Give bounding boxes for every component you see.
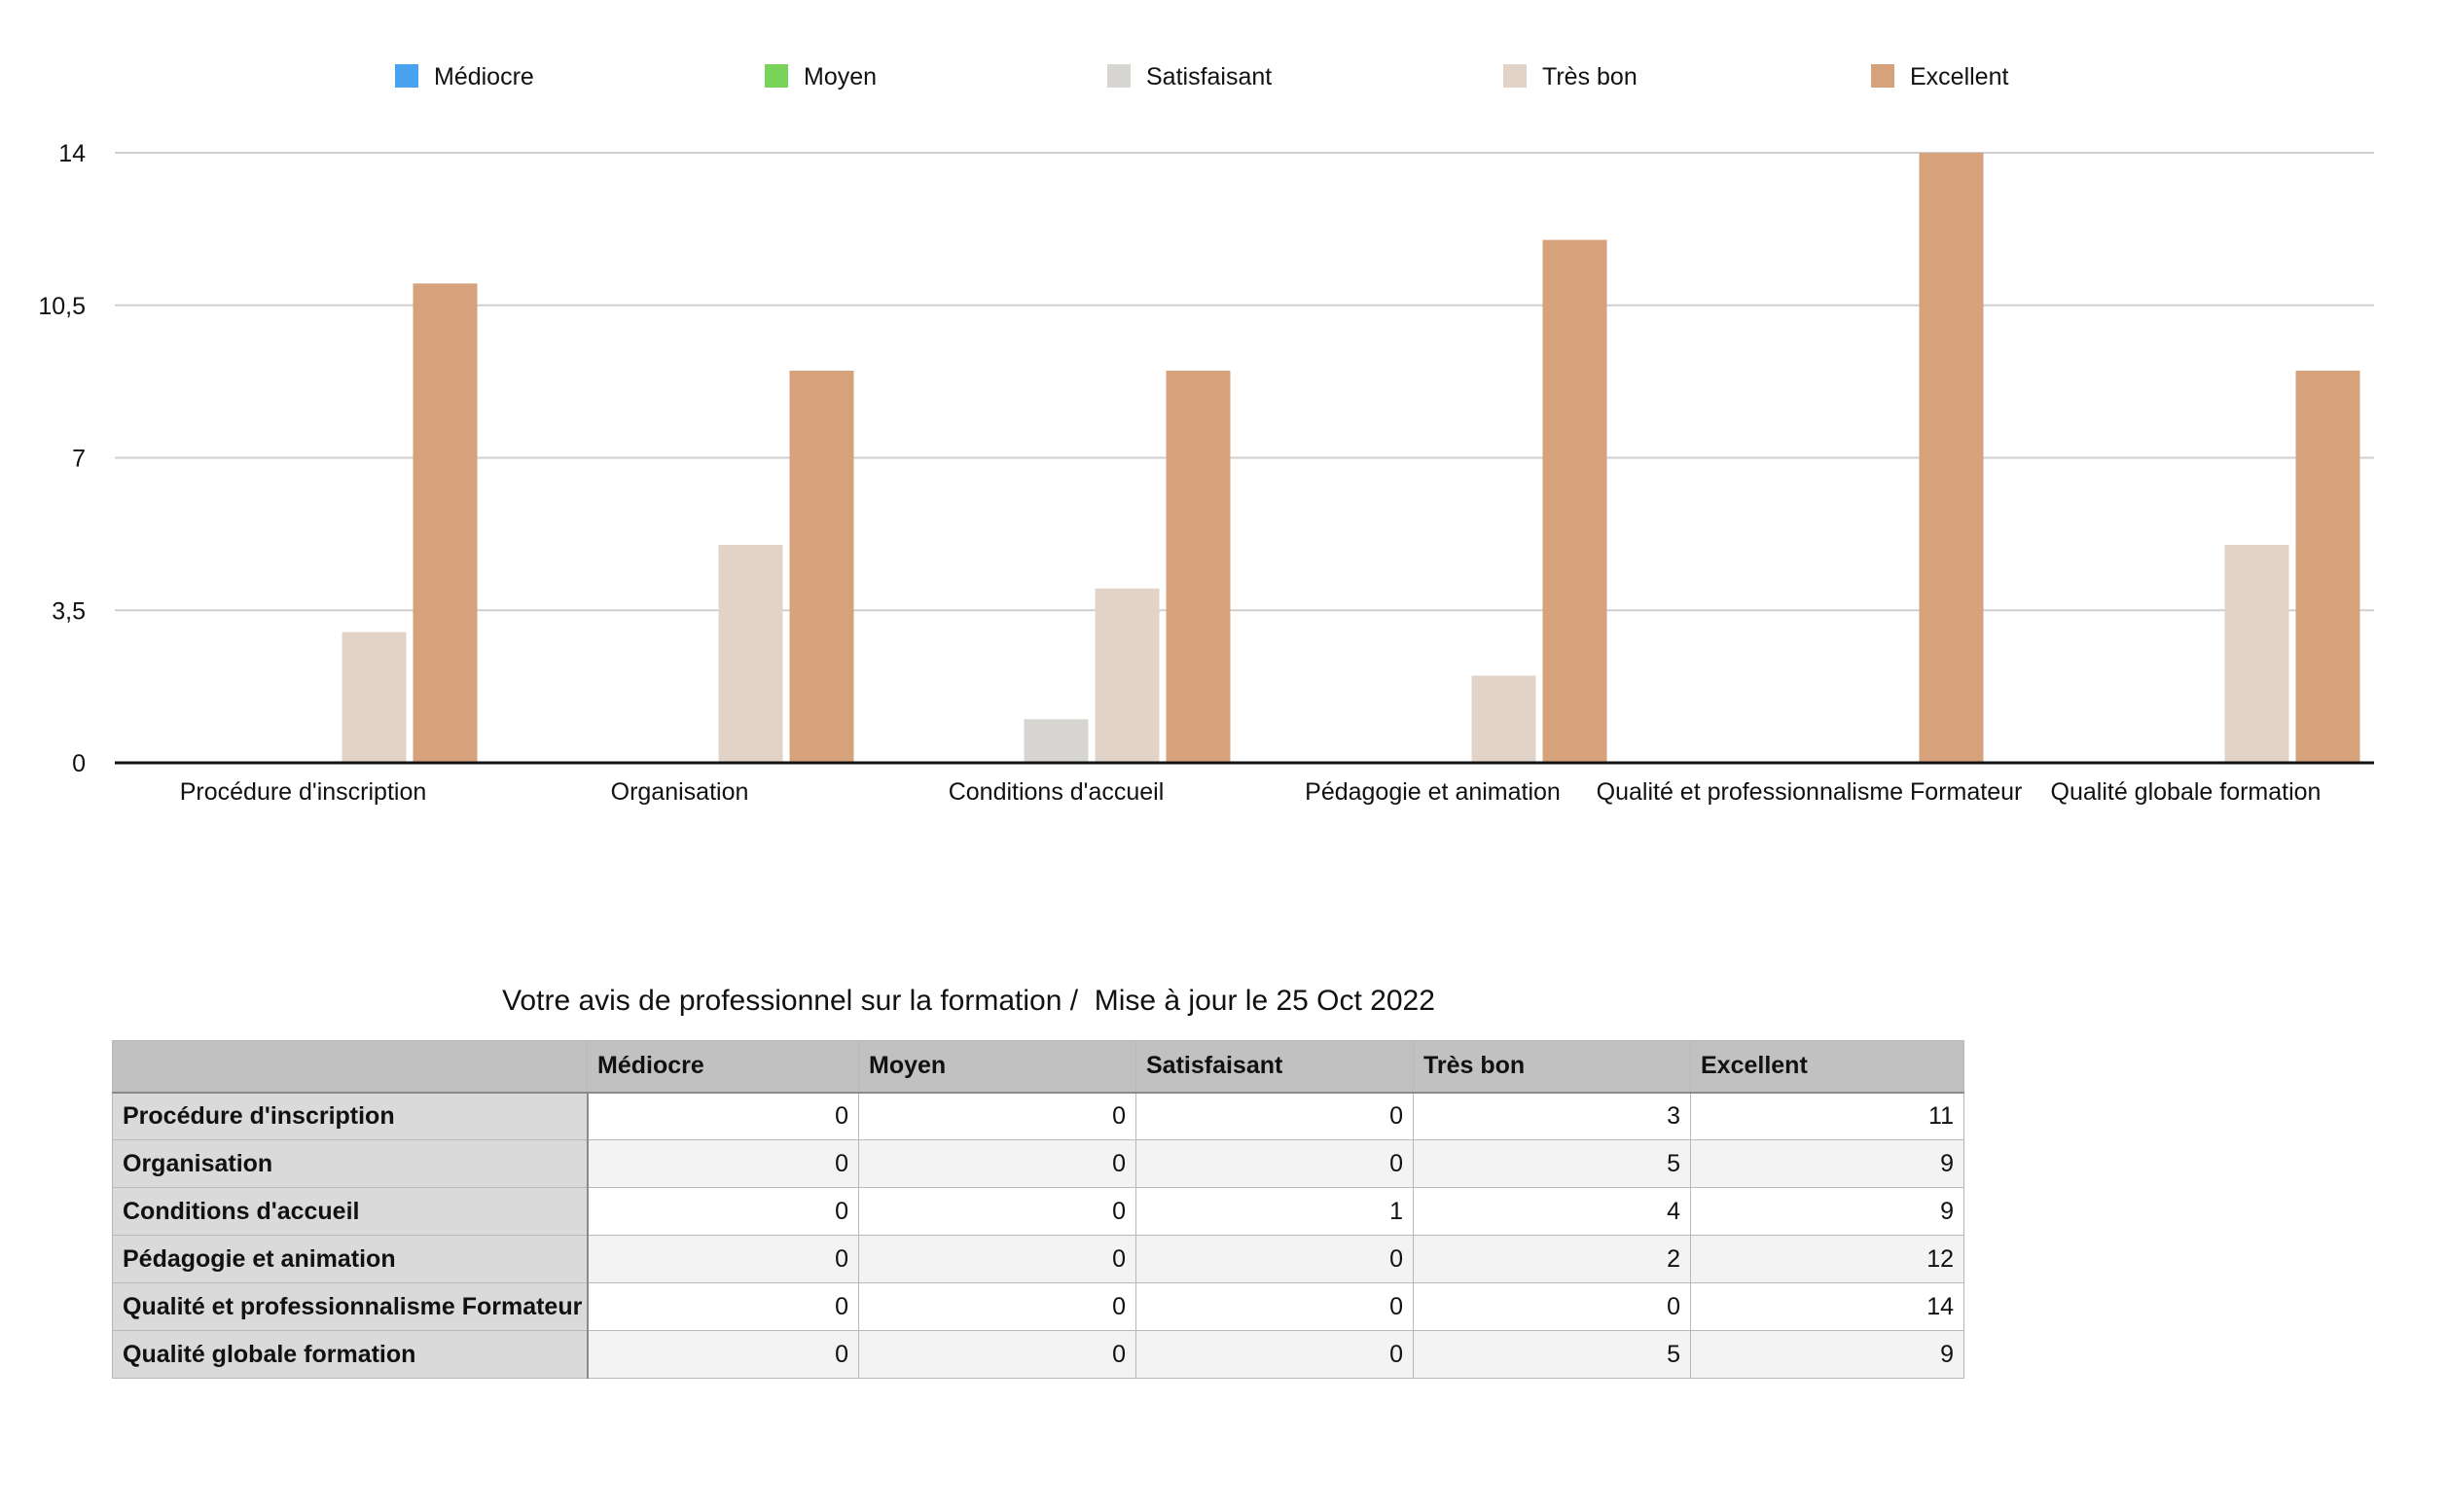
- table-cell: 14: [1690, 1282, 1964, 1331]
- legend-label: Excellent: [1910, 63, 2008, 90]
- table-cell: 0: [587, 1092, 859, 1140]
- table-cell: 9: [1690, 1330, 1964, 1379]
- legend-swatch: [1871, 64, 1894, 88]
- row-header: Qualité et professionnalisme Formateur: [112, 1282, 589, 1331]
- legend-swatch: [765, 64, 788, 88]
- table-cell: 0: [858, 1282, 1136, 1331]
- data-table: Médiocre Moyen Satisfaisant Très bon Exc…: [112, 1040, 1964, 1379]
- column-header: Moyen: [858, 1040, 1136, 1094]
- legend-swatch: [1107, 64, 1131, 88]
- table-cell: 0: [1135, 1139, 1414, 1188]
- table-cell: 0: [587, 1187, 859, 1236]
- table-cell: 2: [1413, 1235, 1691, 1283]
- table-cell: 0: [1413, 1282, 1691, 1331]
- legend-label: Médiocre: [434, 63, 534, 90]
- column-header: Excellent: [1690, 1040, 1964, 1094]
- legend-swatch: [395, 64, 418, 88]
- bar-excellent: [1919, 153, 1984, 763]
- bar-très-bon: [1471, 675, 1536, 763]
- x-category-label: Qualité et professionnalisme Formateur: [1597, 778, 2023, 806]
- column-header: Satisfaisant: [1135, 1040, 1414, 1094]
- legend-label: Satisfaisant: [1146, 63, 1272, 90]
- row-header: Procédure d'inscription: [112, 1092, 589, 1140]
- table-row: Qualité et professionnalisme Formateur 0…: [112, 1282, 1964, 1331]
- column-header: Très bon: [1413, 1040, 1691, 1094]
- table-row: Organisation 0 0 0 5 9: [112, 1139, 1964, 1188]
- table-cell: 0: [858, 1235, 1136, 1283]
- table-cell: 0: [858, 1187, 1136, 1236]
- table-cell: 11: [1690, 1092, 1964, 1140]
- bar-satisfaisant: [1024, 719, 1089, 763]
- column-header: Médiocre: [587, 1040, 859, 1094]
- y-tick-label: 14: [58, 140, 86, 167]
- bar-excellent: [2295, 370, 2360, 763]
- table-corner-cell: [112, 1040, 588, 1094]
- table-row: Pédagogie et animation 0 0 0 2 12: [112, 1235, 1964, 1283]
- y-tick-label: 0: [72, 750, 86, 777]
- table-row: Qualité globale formation 0 0 0 5 9: [112, 1330, 1964, 1379]
- table-cell: 0: [1135, 1330, 1414, 1379]
- y-tick-label: 10,5: [38, 293, 86, 320]
- table-cell: 0: [858, 1330, 1136, 1379]
- table-cell: 0: [858, 1092, 1136, 1140]
- table-cell: 3: [1413, 1092, 1691, 1140]
- table-cell: 0: [587, 1330, 859, 1379]
- row-header: Organisation: [112, 1139, 589, 1188]
- table-title: Votre avis de professionnel sur la forma…: [502, 985, 1435, 1017]
- bar-excellent: [413, 283, 478, 763]
- y-tick-label: 3,5: [52, 597, 86, 625]
- y-tick-label: 7: [72, 446, 86, 473]
- table-cell: 4: [1413, 1187, 1691, 1236]
- bar-excellent: [1166, 370, 1231, 763]
- table-cell: 0: [858, 1139, 1136, 1188]
- table-cell: 0: [1135, 1235, 1414, 1283]
- row-header: Qualité globale formation: [112, 1330, 589, 1379]
- table-cell: 5: [1413, 1139, 1691, 1188]
- table-cell: 9: [1690, 1139, 1964, 1188]
- table-cell: 9: [1690, 1187, 1964, 1236]
- legend-label: Moyen: [804, 63, 877, 90]
- bar-très-bon: [2224, 545, 2289, 763]
- x-category-label: Organisation: [611, 778, 749, 806]
- bar-très-bon: [1095, 588, 1160, 763]
- table-cell: 0: [1135, 1092, 1414, 1140]
- row-header: Conditions d'accueil: [112, 1187, 589, 1236]
- table-header-row: Médiocre Moyen Satisfaisant Très bon Exc…: [112, 1040, 1964, 1094]
- x-category-label: Pédagogie et animation: [1305, 778, 1561, 806]
- table-row: Procédure d'inscription 0 0 0 3 11: [112, 1092, 1964, 1140]
- bar-excellent: [789, 370, 854, 763]
- x-category-label: Qualité globale formation: [2051, 778, 2322, 806]
- table-cell: 12: [1690, 1235, 1964, 1283]
- x-category-label: Conditions d'accueil: [949, 778, 1165, 806]
- bar-excellent: [1542, 239, 1607, 764]
- bar-très-bon: [718, 545, 783, 763]
- row-header: Pédagogie et animation: [112, 1235, 589, 1283]
- table-cell: 0: [1135, 1282, 1414, 1331]
- table-cell: 1: [1135, 1187, 1414, 1236]
- x-category-label: Procédure d'inscription: [180, 778, 427, 806]
- bar-très-bon: [342, 631, 407, 763]
- table-cell: 0: [587, 1139, 859, 1188]
- table-cell: 5: [1413, 1330, 1691, 1379]
- table-row: Conditions d'accueil 0 0 1 4 9: [112, 1187, 1964, 1236]
- legend-label: Très bon: [1542, 63, 1638, 90]
- table-cell: 0: [587, 1235, 859, 1283]
- legend-swatch: [1503, 64, 1527, 88]
- table-cell: 0: [587, 1282, 859, 1331]
